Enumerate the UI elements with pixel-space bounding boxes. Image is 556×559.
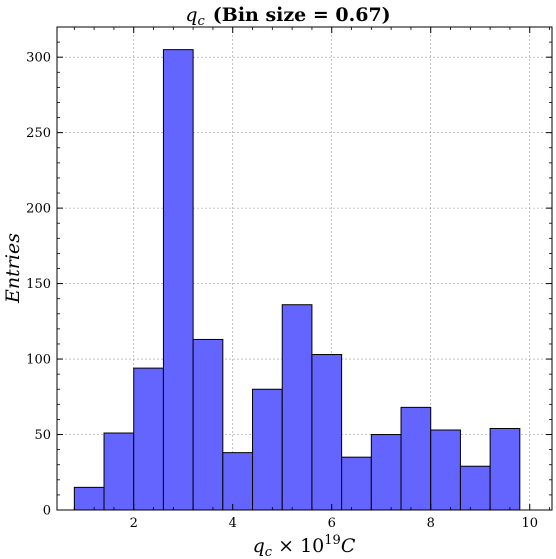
histogram-bar [400,406,432,511]
y-tick-label: 50 [34,428,51,443]
histogram-bar [133,367,164,511]
x-axis-label-sub: c [265,545,273,559]
y-tick-label: 0 [43,504,51,519]
grid-lines [57,27,552,511]
x-tick-label: 10 [521,516,538,531]
histogram-bar [192,338,224,511]
x-axis-label: qc × 1019C [253,533,356,559]
y-tick-label: 150 [26,277,51,292]
title-variable: q [185,4,197,26]
histogram-bar [162,49,194,511]
x-axis-label-sup: 19 [324,533,341,548]
histogram-bars [73,49,521,511]
histogram-bar [281,304,313,511]
x-axis-label-times: × 10 [272,535,324,557]
y-axis-label: Entries [2,233,24,304]
y-tick-label: 100 [26,353,51,368]
histogram-bar [370,434,402,511]
histogram-bar [311,354,343,511]
histogram-bar [489,427,521,511]
title-subscript: c [197,14,205,29]
plot-frame [56,26,553,511]
x-tick-label: 4 [229,516,237,531]
y-tick-label: 300 [26,51,51,66]
x-tick-label: 6 [328,516,336,531]
y-tick-label: 200 [26,202,51,217]
title-text: (Bin size = 0.67) [213,4,391,26]
histogram-bar [103,432,135,511]
histogram-bar [222,452,254,511]
histogram-bar [252,388,283,511]
histogram-bar [430,429,461,511]
x-axis-label-unit: C [341,535,356,557]
chart-title: qc (Bin size = 0.67) [185,4,390,29]
histogram-bar [73,486,105,511]
histogram-bar [341,456,372,511]
histogram-bar [459,465,491,511]
y-tick-label: 250 [26,126,51,141]
x-axis-label-var: q [253,535,265,557]
x-tick-label: 8 [427,516,435,531]
x-tick-label: 2 [130,516,138,531]
